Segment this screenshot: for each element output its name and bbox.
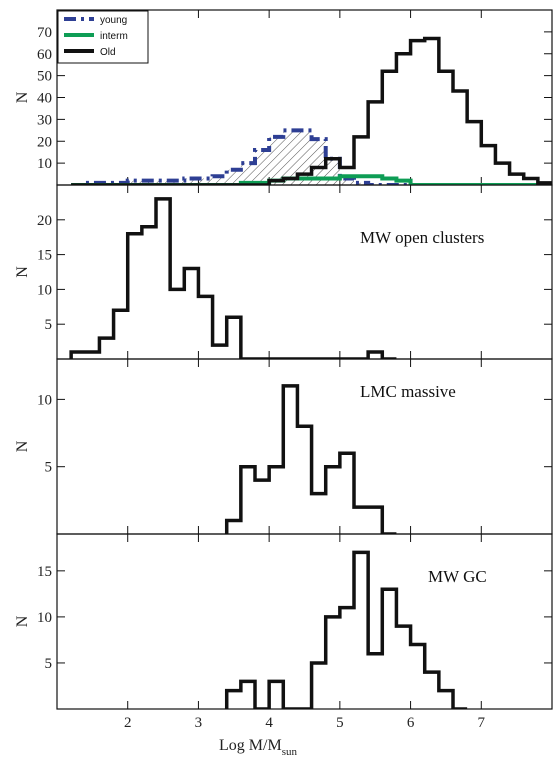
y-tick-label: 20 [37, 213, 52, 229]
legend-label-young: young [100, 15, 127, 26]
y-axis-label: N [14, 266, 31, 278]
x-tick-label: 6 [407, 715, 415, 731]
x-axis-label-sub: sun [282, 746, 298, 758]
y-tick-label: 10 [37, 610, 52, 626]
panel-annotation: MW open clusters [360, 228, 484, 247]
y-tick-label: 30 [37, 112, 52, 128]
panel-annotation: LMC massive [360, 382, 456, 401]
y-tick-label: 10 [37, 282, 52, 298]
y-tick-label: 15 [37, 248, 52, 264]
x-tick-label: 5 [336, 715, 344, 731]
legend-label-old: Old [100, 47, 116, 58]
y-tick-label: 5 [45, 317, 53, 333]
y-tick-label: 10 [37, 156, 52, 172]
x-tick-label: 2 [124, 715, 132, 731]
y-axis-label: N [14, 440, 31, 452]
y-tick-label: 5 [45, 656, 53, 672]
legend-label-interm: interm [100, 31, 128, 42]
series-young-fill [71, 130, 552, 185]
panel-open-clusters: 5 10 15 20 N MW open clusters [14, 184, 553, 360]
y-tick-label: 15 [37, 564, 52, 580]
histogram-outline [69, 197, 397, 359]
panel-frame [56, 358, 553, 535]
x-tick-label: 4 [265, 715, 273, 731]
panel-frame [56, 533, 553, 710]
y-axis-label: N [14, 91, 31, 103]
y-tick-label: 20 [37, 134, 52, 150]
panel-mw-gc: 2 3 4 5 6 7 5 10 15 N MW GC [14, 533, 553, 731]
histogram-outline [224, 384, 397, 534]
legend: young interm Old [57, 10, 149, 64]
series-interm-outline [71, 174, 552, 185]
x-axis-label-main: Log M/M [219, 737, 282, 754]
panel-frame [56, 184, 553, 360]
panel-annotation: MW GC [428, 567, 487, 586]
panel-lmc-massive: 5 10 N LMC massive [14, 358, 553, 535]
y-tick-label: 10 [37, 392, 52, 408]
y-axis-label: N [14, 615, 31, 627]
x-axis-label: Log M/Msun [219, 737, 297, 758]
series-old-outline [71, 36, 552, 185]
x-tick-label: 3 [195, 715, 203, 731]
histogram-outline [224, 550, 468, 709]
y-tick-label: 50 [37, 69, 52, 85]
y-tick-label: 60 [37, 47, 52, 63]
y-tick-label: 5 [45, 460, 53, 476]
y-tick-label: 40 [37, 91, 52, 107]
y-tick-label: 70 [37, 25, 52, 41]
x-tick-label: 7 [478, 715, 486, 731]
